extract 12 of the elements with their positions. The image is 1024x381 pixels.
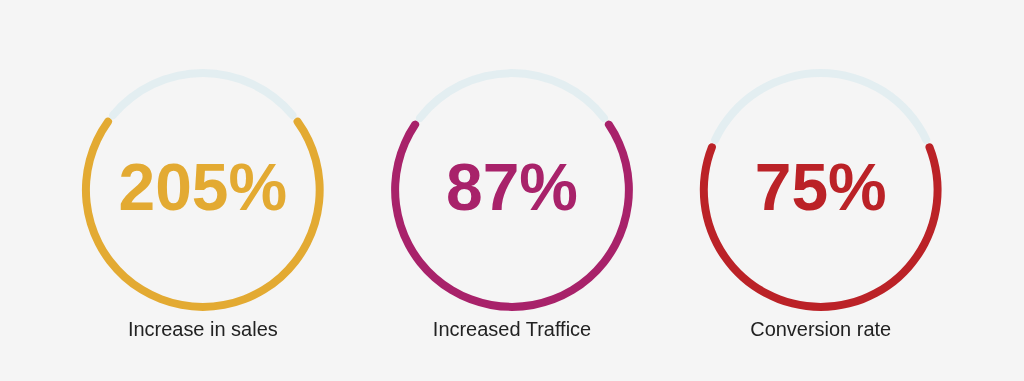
text: Increased Traffice: [432, 317, 592, 340]
donut-slice: [711, 69, 931, 144]
donut-slice: [81, 117, 324, 311]
text: Increase in sales: [127, 317, 278, 340]
donut-slice: [108, 69, 297, 120]
text: Conversion rate: [750, 317, 892, 340]
text: 87%: [446, 149, 578, 224]
text: 75%: [754, 149, 887, 224]
donut-slice: [699, 143, 942, 311]
donut-slice: [391, 120, 633, 311]
donut-slice: [415, 69, 609, 123]
text: 205%: [118, 149, 288, 224]
